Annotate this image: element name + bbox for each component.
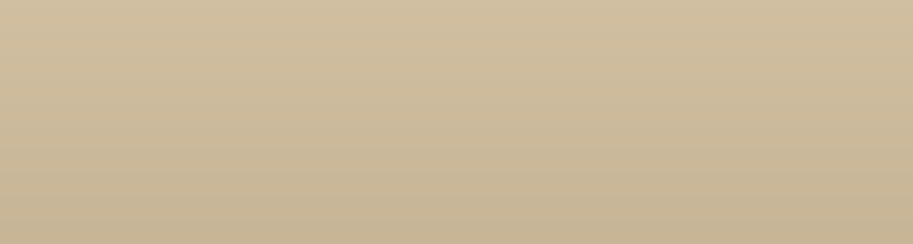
Text: duced? Which reactant is in excess?: duced? Which reactant is in excess?: [50, 196, 446, 218]
Text: 16.0 g chlorine reacts with 23.0 g P$_4$, which reactant: 16.0 g chlorine reacts with 23.0 g P$_4$…: [50, 109, 630, 135]
Text: limits the amount of phosphorus pentachloride pro-: limits the amount of phosphorus pentachl…: [50, 152, 614, 174]
Text: . The reaction of chlorine gas with solid phosphorus: . The reaction of chlorine gas with soli…: [11, 22, 580, 44]
Text: (P$_4$) produces solid phosphorus pentachloride. When: (P$_4$) produces solid phosphorus pentac…: [50, 65, 627, 92]
